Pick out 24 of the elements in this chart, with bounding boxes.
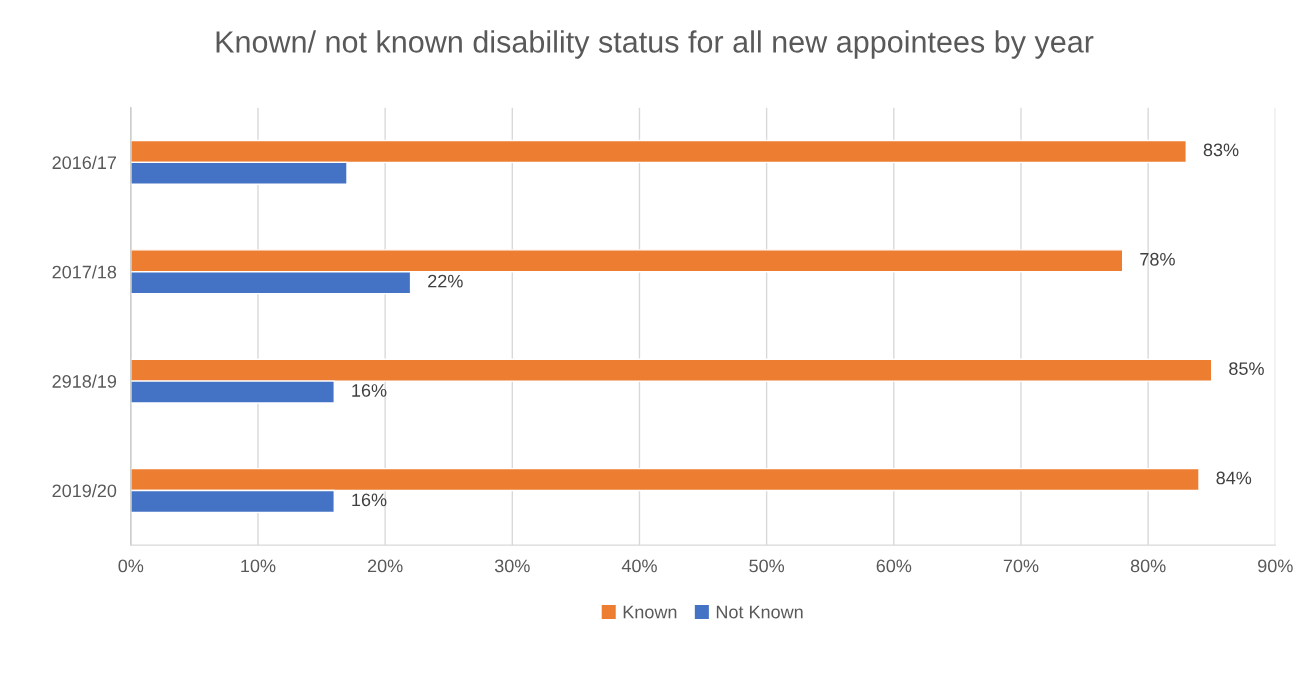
y-tick-label: 2016/17 (52, 155, 117, 170)
data-label: 84% (1216, 471, 1252, 485)
y-tick-label: 2918/19 (52, 374, 117, 388)
data-label: 78% (1140, 252, 1175, 266)
x-tick-label: 60% (876, 559, 912, 573)
x-tick-label: 70% (1003, 559, 1039, 573)
x-tick-label: 50% (749, 559, 785, 573)
x-tick-label: 80% (1130, 559, 1166, 573)
legend-label: Not Known (716, 605, 803, 619)
legend-label: Known (623, 605, 677, 619)
x-tick-label: 0% (118, 559, 144, 573)
data-label: 16% (352, 384, 387, 397)
x-tick-label: 40% (621, 559, 657, 573)
y-tick-label: 2019/20 (52, 483, 117, 498)
y-tick-label: 2017/18 (52, 265, 117, 279)
data-label: 22% (428, 274, 463, 288)
x-tick-label: 20% (367, 559, 403, 573)
chart-title: Known/ not known disability status for all new appointees by year (216, 30, 1094, 59)
data-label: 16% (352, 493, 387, 507)
x-tick-label: 90% (1258, 559, 1293, 573)
data-label: 83% (1203, 143, 1239, 157)
x-tick-label: 30% (494, 559, 530, 573)
data-label: 85% (1229, 362, 1264, 375)
x-tick-label: 10% (241, 559, 276, 573)
